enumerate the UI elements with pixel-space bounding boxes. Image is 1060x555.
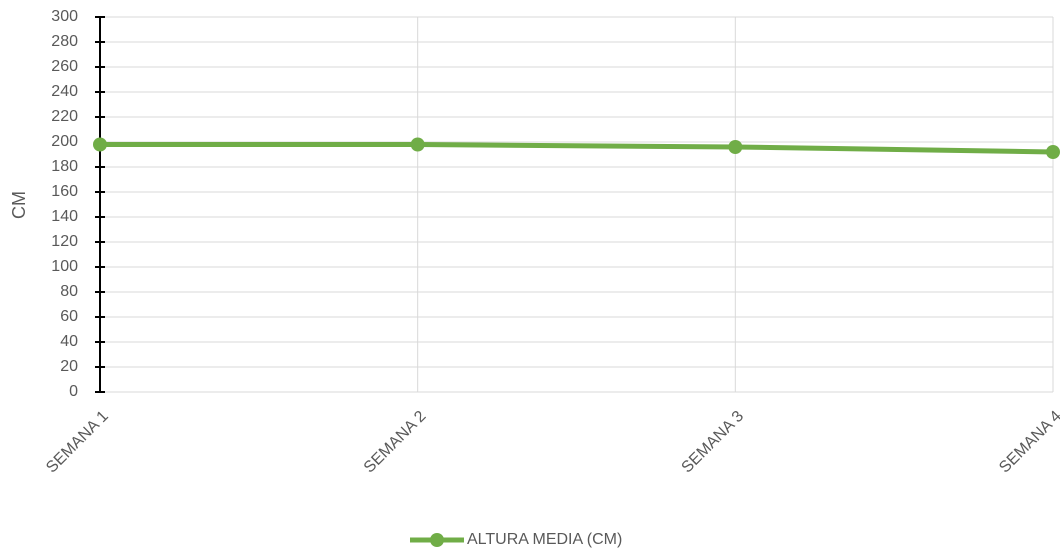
x-tick-label: SEMANA 3: [679, 408, 748, 477]
y-tick-label: 0: [69, 383, 78, 400]
y-tick-label: 140: [51, 208, 78, 225]
y-tick-label: 60: [60, 308, 78, 325]
data-point: [93, 137, 107, 152]
x-tick-label: SEMANA 4: [996, 408, 1060, 477]
data-point: [1046, 145, 1060, 159]
y-tick-label: 300: [51, 8, 78, 25]
y-axis-label: CM: [9, 191, 29, 219]
data-line: [100, 142, 1054, 155]
y-tick-label: 100: [51, 258, 78, 275]
y-tick-label: 220: [51, 108, 78, 125]
y-tick-label: 80: [60, 283, 78, 300]
y-tick-label: 240: [51, 83, 78, 100]
y-tick-label: 200: [51, 133, 78, 150]
y-tick-label: 40: [60, 333, 78, 350]
y-tick-label: 180: [51, 158, 78, 175]
legend-label: ALTURA MEDIA (CM): [467, 531, 622, 548]
y-tick-label: 260: [51, 58, 78, 75]
y-tick-label: 160: [51, 183, 78, 200]
data-point: [410, 137, 425, 152]
x-tick-label: SEMANA 2: [361, 408, 430, 477]
data-point: [728, 140, 743, 154]
x-tick-label: SEMANA 1: [43, 408, 112, 477]
legend-marker: [430, 533, 444, 547]
y-tick-label: 280: [51, 33, 78, 50]
y-tick-label: 120: [51, 233, 78, 250]
y-tick-label: 20: [60, 358, 78, 375]
